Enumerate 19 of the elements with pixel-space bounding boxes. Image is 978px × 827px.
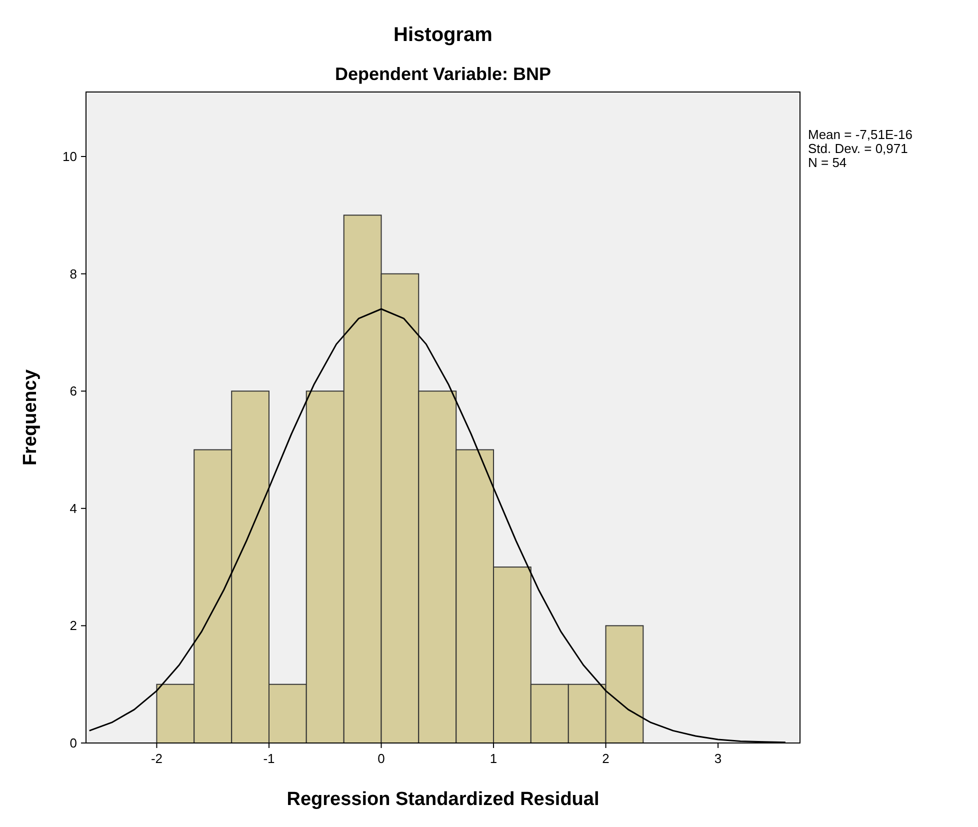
x-tick-label: -2 <box>150 751 163 766</box>
text: Mean = -7,51E-16 <box>808 127 912 142</box>
y-tick-label: 6 <box>70 384 77 399</box>
x-tick-label: -1 <box>263 751 275 766</box>
y-tick-label: 0 <box>70 736 77 750</box>
x-tick-label: 0 <box>378 751 385 766</box>
y-axis-title: Frequency <box>20 369 41 466</box>
x-tick-label: 2 <box>602 751 610 766</box>
text: N = 54 <box>808 155 847 170</box>
x-axis-title: Regression Standardized Residual <box>286 789 600 810</box>
y-tick-label: 8 <box>70 266 77 282</box>
y-tick-label: 2 <box>70 618 77 634</box>
chart-subtitle: Dependent Variable: BNP <box>334 64 552 84</box>
x-tick-label: 1 <box>490 751 498 766</box>
chart-title: Histogram <box>394 24 492 46</box>
y-tick-label: 4 <box>70 500 77 516</box>
x-tick-label: 3 <box>714 751 722 766</box>
y-tick-label: 10 <box>62 149 77 164</box>
text: Std. Dev. = 0,971 <box>808 141 908 156</box>
